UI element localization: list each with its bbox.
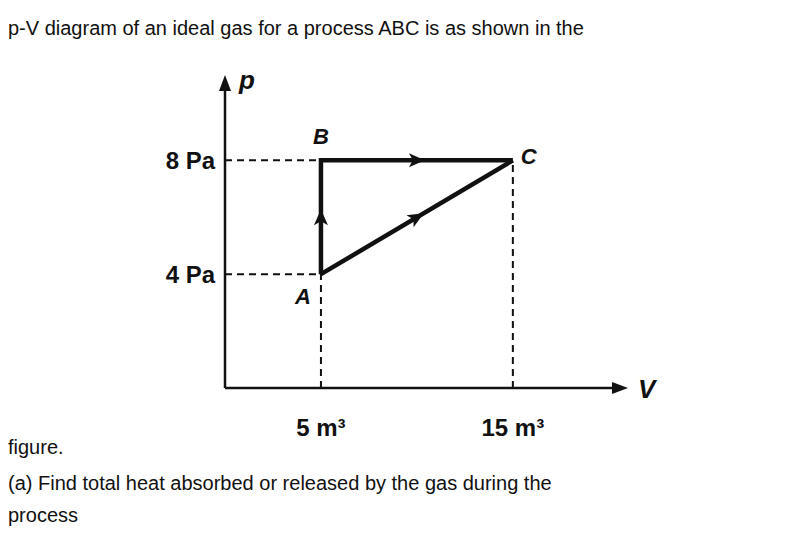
point-label: C — [521, 144, 538, 169]
y-tick-label: 8 Pa — [166, 147, 216, 174]
background — [0, 0, 800, 537]
direction-arrow — [406, 207, 427, 227]
point-label: B — [313, 124, 329, 149]
process-path — [321, 160, 513, 274]
x-tick-label: 15 m³ — [482, 414, 545, 441]
direction-arrow — [409, 153, 425, 167]
y-tick-label: 4 Pa — [166, 261, 216, 288]
y-tick-guide — [225, 273, 321, 275]
x-tick-label: 5 m³ — [296, 414, 345, 441]
y-axis-label: p — [238, 65, 255, 95]
y-axis — [224, 81, 227, 388]
x-axis-label: V — [638, 374, 658, 404]
question-text: p-V diagram of an ideal gas for a proces… — [8, 17, 584, 39]
y-axis-arrow — [219, 75, 231, 91]
question-text: (a) Find total heat absorbed or released… — [8, 472, 552, 494]
direction-arrow — [314, 209, 328, 225]
plot-area — [314, 153, 513, 274]
y-tick-guide — [225, 159, 321, 161]
x-tick-guide — [512, 160, 514, 388]
x-axis — [225, 387, 622, 390]
question-text: process — [8, 504, 78, 526]
page: p-V diagram of an ideal gas for a proces… — [0, 0, 800, 537]
point-label: A — [294, 284, 311, 309]
process-path — [321, 160, 513, 274]
x-axis-arrow — [612, 382, 628, 394]
question-text: figure. — [8, 436, 64, 458]
